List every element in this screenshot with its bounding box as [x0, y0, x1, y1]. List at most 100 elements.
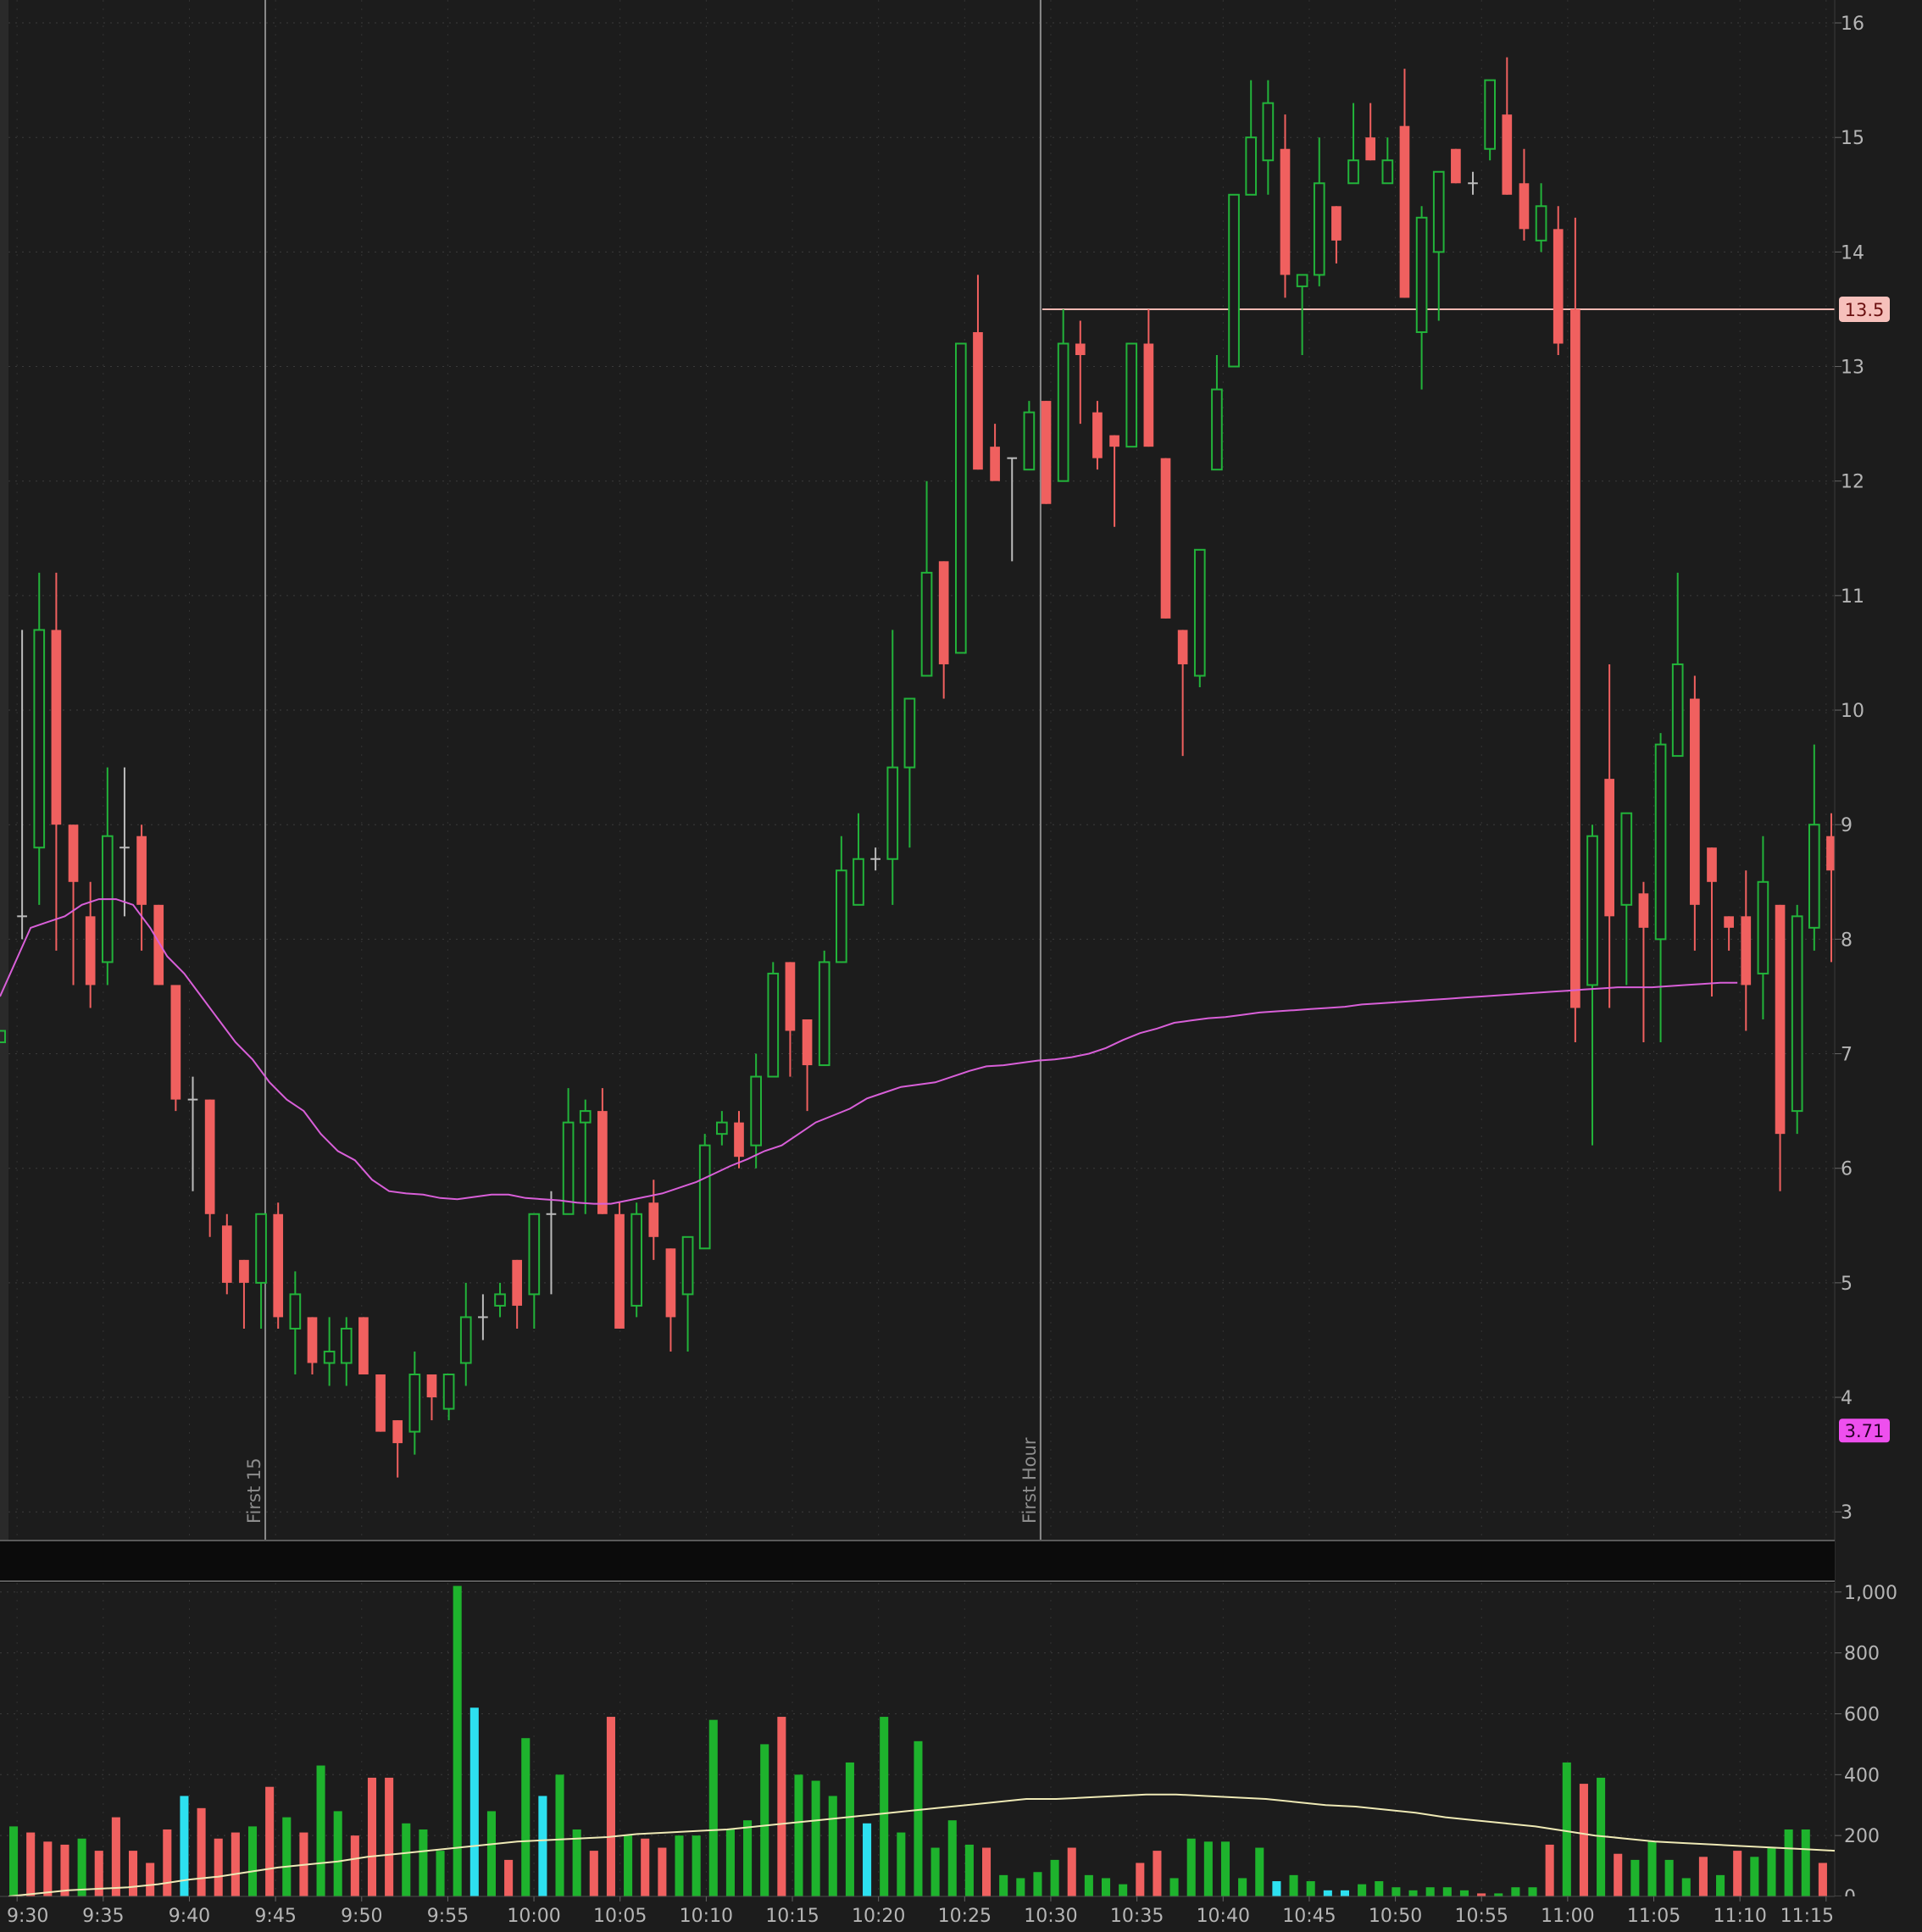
- volume-bar: [1203, 1841, 1213, 1896]
- candle-body: [1586, 835, 1598, 986]
- volume-bar: [981, 1847, 992, 1896]
- time-axis-background: [0, 1896, 1922, 1932]
- volume-bar: [402, 1823, 411, 1896]
- candle-body: [938, 561, 949, 664]
- candle-body: [33, 629, 46, 849]
- candle-body: [1160, 458, 1171, 619]
- price-tick-label: 8: [1841, 930, 1853, 951]
- volume-tick-label: 600: [1844, 1704, 1880, 1725]
- volume-bar: [658, 1847, 667, 1896]
- candle-body: [767, 972, 780, 1078]
- volume-bar: [1698, 1857, 1708, 1896]
- price-tick-label: 13: [1841, 358, 1864, 379]
- volume-bar: [1511, 1887, 1520, 1896]
- candle-body: [1724, 916, 1734, 928]
- candle-body: [1143, 343, 1154, 447]
- candles-layer: [0, 57, 1836, 1478]
- volume-bar: [1016, 1878, 1025, 1896]
- volume-bar: [1579, 1784, 1588, 1896]
- candle-body: [1211, 388, 1223, 471]
- volume-bar: [504, 1859, 514, 1896]
- volume-bar: [947, 1820, 957, 1896]
- candle-body: [289, 1293, 302, 1330]
- volume-bar: [692, 1835, 701, 1896]
- candle-body: [85, 916, 96, 985]
- time-tick-label: 9:40: [169, 1906, 210, 1927]
- volume-bar: [1459, 1890, 1469, 1896]
- volume-bar: [1614, 1853, 1623, 1896]
- candle-body: [579, 1110, 592, 1124]
- volume-bar: [521, 1738, 530, 1896]
- volume-bar: [760, 1744, 769, 1896]
- candle-body: [1535, 205, 1547, 242]
- time-tick-label: 10:25: [938, 1906, 992, 1927]
- volume-bar: [1494, 1893, 1503, 1896]
- session-marker-label: First 15: [244, 1457, 264, 1524]
- candle-body: [1791, 915, 1803, 1113]
- volume-bar: [26, 1832, 36, 1896]
- time-axis[interactable]: 9:30 9:35 9:40 9:45 9:50 9:55 10:00 10:05 10:10 1…: [0, 1896, 1922, 1932]
- candle-body: [1553, 229, 1564, 344]
- volume-bar: [897, 1832, 906, 1896]
- time-tick-label: 9:30: [7, 1906, 48, 1927]
- volume-bar: [845, 1762, 854, 1896]
- volume-bar: [350, 1835, 359, 1896]
- volume-bar: [146, 1863, 155, 1896]
- candle-body: [273, 1213, 284, 1318]
- candle-body: [1502, 114, 1513, 195]
- candle-body: [51, 630, 62, 825]
- volume-bar: [94, 1851, 103, 1896]
- volume-bar: [606, 1717, 615, 1896]
- candle-body: [1638, 893, 1649, 928]
- candle-body: [630, 1213, 642, 1307]
- price-tick-label: 4: [1841, 1388, 1853, 1409]
- price-tick-label: 10: [1841, 701, 1864, 722]
- candle-body: [1826, 836, 1836, 871]
- candle-body: [255, 1213, 267, 1284]
- price-tick-label: 9: [1841, 815, 1853, 836]
- price-grid: [0, 0, 1835, 1541]
- time-tick-label: 9:45: [254, 1906, 296, 1927]
- candle-body: [323, 1350, 336, 1364]
- time-tick-label: 11:10: [1713, 1906, 1766, 1927]
- volume-bar: [1425, 1887, 1435, 1896]
- candle-body: [1757, 880, 1769, 974]
- volume-bar: [1153, 1851, 1162, 1896]
- candle-body: [973, 331, 983, 470]
- candle-body: [698, 1144, 711, 1250]
- candle-body: [136, 836, 147, 905]
- volume-bar: [964, 1844, 974, 1896]
- volume-bar: [1630, 1859, 1640, 1896]
- volume-bar: [1067, 1847, 1076, 1896]
- candle-body: [1399, 125, 1410, 298]
- candle-body: [1023, 411, 1036, 471]
- volume-bar: [624, 1835, 633, 1896]
- volume-bar: [1442, 1887, 1452, 1896]
- volume-bar: [1375, 1881, 1384, 1896]
- candle-body: [1707, 847, 1717, 882]
- volume-bar: [1647, 1841, 1657, 1896]
- volume-tick-label: 1,000: [1844, 1583, 1897, 1604]
- volume-bar: [641, 1838, 650, 1896]
- session-marker-label: First Hour: [1019, 1437, 1040, 1524]
- volume-bar: [675, 1835, 684, 1896]
- volume-bar: [1767, 1847, 1776, 1896]
- study-value-badge: [1839, 1418, 1890, 1443]
- volume-bar: [777, 1717, 786, 1896]
- volume-bar: [197, 1807, 206, 1896]
- time-tick-label: 10:30: [1024, 1906, 1077, 1927]
- volume-bar: [1358, 1884, 1367, 1896]
- time-tick-label: 10:50: [1369, 1906, 1422, 1927]
- candle-body: [1519, 183, 1530, 230]
- candle-body: [1245, 136, 1258, 196]
- candle-body: [1193, 548, 1206, 677]
- time-tick-label: 9:55: [427, 1906, 469, 1927]
- vwap-line: [0, 898, 1738, 1205]
- volume-bar: [60, 1844, 69, 1896]
- volume-bar: [163, 1829, 172, 1896]
- volume-bar: [743, 1820, 753, 1896]
- time-tick-label: 10:20: [852, 1906, 905, 1927]
- volume-bar: [419, 1829, 428, 1896]
- price-tick-label: 12: [1841, 472, 1864, 493]
